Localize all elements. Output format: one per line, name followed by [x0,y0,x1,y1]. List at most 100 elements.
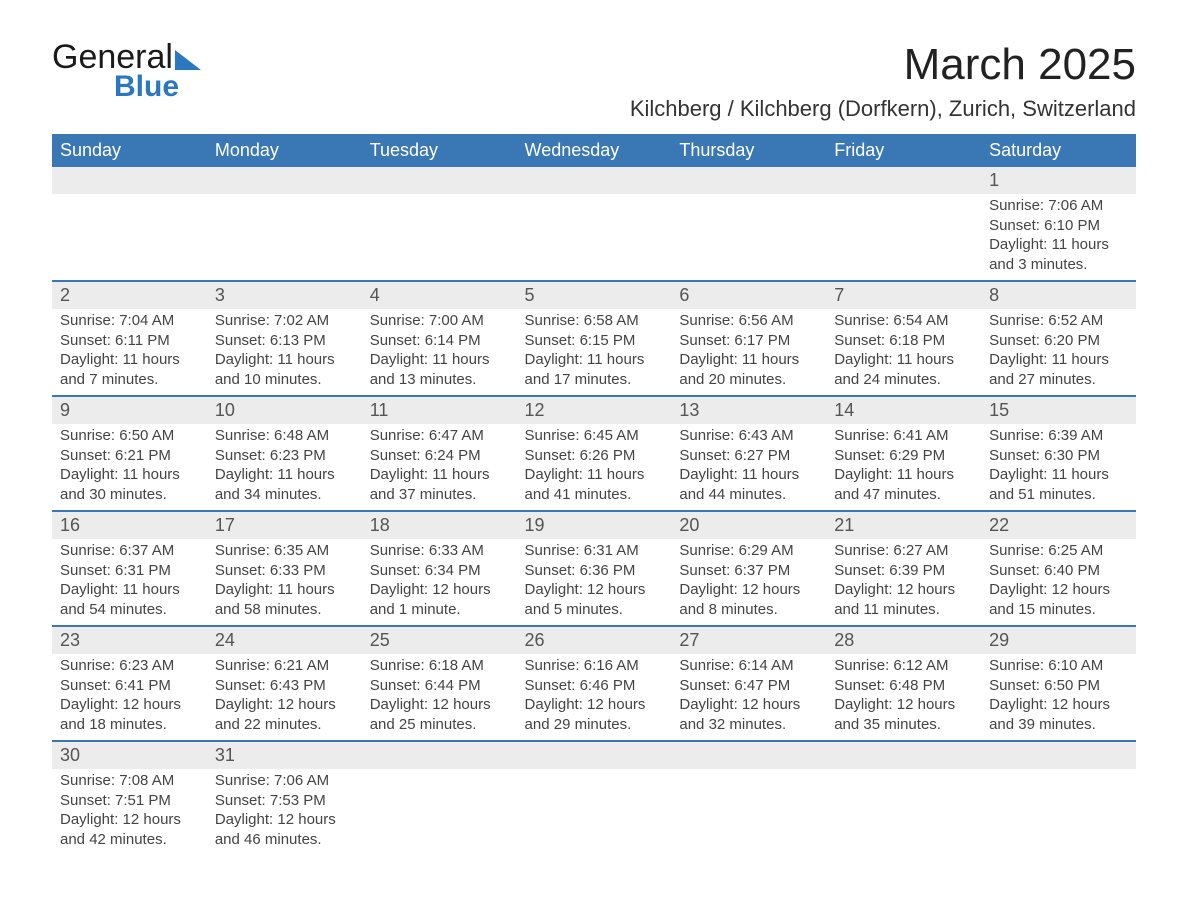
daylight-text: Daylight: 12 hours and 5 minutes. [525,580,664,619]
weekday-header: Sunday [52,134,207,167]
day-data-cell: Sunrise: 6:35 AMSunset: 6:33 PMDaylight:… [207,539,362,626]
daynum-row: 3031 [52,741,1136,769]
weekday-header: Thursday [671,134,826,167]
daylight-text: Daylight: 11 hours and 30 minutes. [60,465,199,504]
sunrise-text: Sunrise: 6:31 AM [525,541,664,561]
day-number-cell: 6 [671,281,826,309]
sunset-text: Sunset: 6:14 PM [370,331,509,351]
day-number-cell: 2 [52,281,207,309]
day-data-cell: Sunrise: 6:41 AMSunset: 6:29 PMDaylight:… [826,424,981,511]
day-number-cell [671,741,826,769]
sunrise-text: Sunrise: 7:04 AM [60,311,199,331]
day-data-cell: Sunrise: 6:52 AMSunset: 6:20 PMDaylight:… [981,309,1136,396]
sunrise-text: Sunrise: 6:45 AM [525,426,664,446]
daylight-text: Daylight: 11 hours and 20 minutes. [679,350,818,389]
day-data-cell [207,194,362,281]
sunrise-text: Sunrise: 6:12 AM [834,656,973,676]
day-number-cell: 20 [671,511,826,539]
sunset-text: Sunset: 6:29 PM [834,446,973,466]
sunrise-text: Sunrise: 6:10 AM [989,656,1128,676]
sunset-text: Sunset: 6:46 PM [525,676,664,696]
day-number-cell: 27 [671,626,826,654]
location-subtitle: Kilchberg / Kilchberg (Dorfkern), Zurich… [630,96,1136,122]
data-row: Sunrise: 7:04 AMSunset: 6:11 PMDaylight:… [52,309,1136,396]
sunrise-text: Sunrise: 7:02 AM [215,311,354,331]
day-data-cell: Sunrise: 6:27 AMSunset: 6:39 PMDaylight:… [826,539,981,626]
page-header: General Blue March 2025 Kilchberg / Kilc… [52,40,1136,122]
sunset-text: Sunset: 6:50 PM [989,676,1128,696]
daylight-text: Daylight: 11 hours and 7 minutes. [60,350,199,389]
daylight-text: Daylight: 12 hours and 39 minutes. [989,695,1128,734]
day-data-cell: Sunrise: 6:29 AMSunset: 6:37 PMDaylight:… [671,539,826,626]
day-number-cell: 15 [981,396,1136,424]
day-number-cell [826,167,981,194]
day-number-cell: 21 [826,511,981,539]
day-number-cell [517,741,672,769]
weekday-header: Wednesday [517,134,672,167]
day-number-cell [671,167,826,194]
sunrise-text: Sunrise: 6:33 AM [370,541,509,561]
day-data-cell [362,769,517,855]
data-row: Sunrise: 7:06 AMSunset: 6:10 PMDaylight:… [52,194,1136,281]
sunrise-text: Sunrise: 6:39 AM [989,426,1128,446]
sunrise-text: Sunrise: 6:18 AM [370,656,509,676]
day-number-cell: 28 [826,626,981,654]
sunset-text: Sunset: 6:24 PM [370,446,509,466]
data-row: Sunrise: 7:08 AMSunset: 7:51 PMDaylight:… [52,769,1136,855]
month-title: March 2025 [630,40,1136,90]
sunrise-text: Sunrise: 6:23 AM [60,656,199,676]
daylight-text: Daylight: 11 hours and 24 minutes. [834,350,973,389]
day-data-cell: Sunrise: 7:08 AMSunset: 7:51 PMDaylight:… [52,769,207,855]
sunset-text: Sunset: 6:13 PM [215,331,354,351]
day-data-cell: Sunrise: 6:58 AMSunset: 6:15 PMDaylight:… [517,309,672,396]
weekday-header: Tuesday [362,134,517,167]
day-data-cell: Sunrise: 6:14 AMSunset: 6:47 PMDaylight:… [671,654,826,741]
day-number-cell [826,741,981,769]
sunset-text: Sunset: 6:37 PM [679,561,818,581]
day-data-cell: Sunrise: 6:37 AMSunset: 6:31 PMDaylight:… [52,539,207,626]
sunrise-text: Sunrise: 6:56 AM [679,311,818,331]
day-data-cell [671,194,826,281]
logo-triangle-icon [175,50,201,70]
daylight-text: Daylight: 11 hours and 54 minutes. [60,580,199,619]
daylight-text: Daylight: 12 hours and 18 minutes. [60,695,199,734]
daylight-text: Daylight: 11 hours and 3 minutes. [989,235,1128,274]
logo: General Blue [52,40,201,104]
day-number-cell: 12 [517,396,672,424]
day-data-cell: Sunrise: 7:00 AMSunset: 6:14 PMDaylight:… [362,309,517,396]
sunrise-text: Sunrise: 6:21 AM [215,656,354,676]
daylight-text: Daylight: 11 hours and 13 minutes. [370,350,509,389]
sunset-text: Sunset: 7:51 PM [60,791,199,811]
daynum-row: 9101112131415 [52,396,1136,424]
day-data-cell: Sunrise: 6:45 AMSunset: 6:26 PMDaylight:… [517,424,672,511]
day-data-cell [362,194,517,281]
data-row: Sunrise: 6:37 AMSunset: 6:31 PMDaylight:… [52,539,1136,626]
sunrise-text: Sunrise: 6:16 AM [525,656,664,676]
daylight-text: Daylight: 12 hours and 35 minutes. [834,695,973,734]
day-number-cell: 18 [362,511,517,539]
sunrise-text: Sunrise: 7:08 AM [60,771,199,791]
sunrise-text: Sunrise: 6:35 AM [215,541,354,561]
sunset-text: Sunset: 6:39 PM [834,561,973,581]
daylight-text: Daylight: 11 hours and 41 minutes. [525,465,664,504]
day-data-cell: Sunrise: 6:54 AMSunset: 6:18 PMDaylight:… [826,309,981,396]
day-number-cell: 3 [207,281,362,309]
sunrise-text: Sunrise: 6:50 AM [60,426,199,446]
day-data-cell: Sunrise: 6:23 AMSunset: 6:41 PMDaylight:… [52,654,207,741]
day-data-cell: Sunrise: 6:43 AMSunset: 6:27 PMDaylight:… [671,424,826,511]
day-number-cell [207,167,362,194]
sunrise-text: Sunrise: 6:14 AM [679,656,818,676]
day-data-cell: Sunrise: 6:39 AMSunset: 6:30 PMDaylight:… [981,424,1136,511]
day-number-cell [362,741,517,769]
sunrise-text: Sunrise: 6:47 AM [370,426,509,446]
sunset-text: Sunset: 6:10 PM [989,216,1128,236]
sunset-text: Sunset: 6:15 PM [525,331,664,351]
day-data-cell: Sunrise: 6:56 AMSunset: 6:17 PMDaylight:… [671,309,826,396]
day-number-cell: 19 [517,511,672,539]
day-number-cell [362,167,517,194]
day-data-cell [981,769,1136,855]
sunrise-text: Sunrise: 6:48 AM [215,426,354,446]
sunset-text: Sunset: 6:44 PM [370,676,509,696]
day-data-cell: Sunrise: 7:02 AMSunset: 6:13 PMDaylight:… [207,309,362,396]
sunrise-text: Sunrise: 7:06 AM [989,196,1128,216]
